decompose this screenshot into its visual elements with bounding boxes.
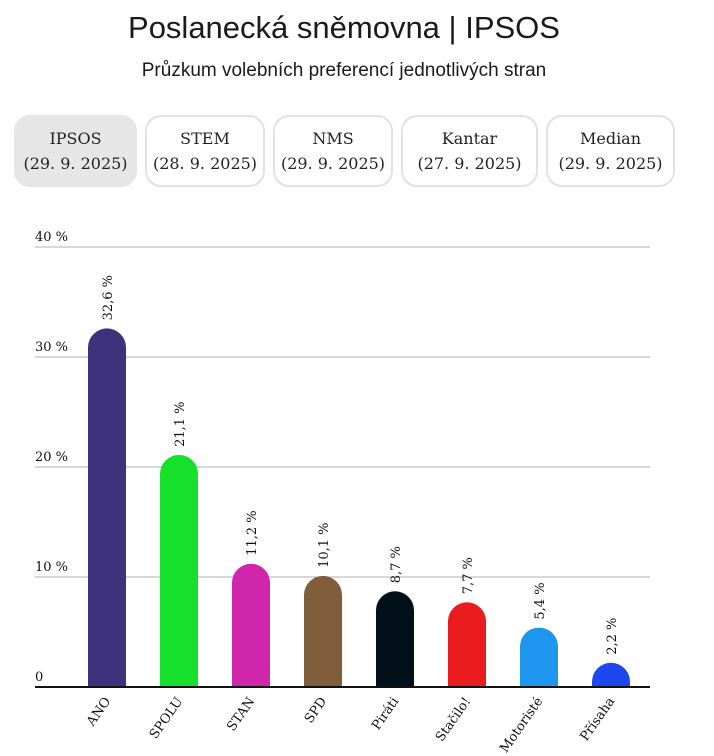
bar-stan xyxy=(232,563,270,687)
bar-stačilo! xyxy=(448,602,486,687)
tab-label: IPSOS xyxy=(49,129,102,148)
category-label: Motoristé xyxy=(497,694,546,755)
category-label: Stačilo! xyxy=(433,695,474,745)
value-label: 2,2 % xyxy=(605,618,620,655)
category-label: SPD xyxy=(302,695,330,727)
value-label: 11,2 % xyxy=(245,510,260,555)
value-label: 7,7 % xyxy=(461,557,476,594)
bar-spd xyxy=(304,575,342,687)
tab-label: Kantar xyxy=(441,129,498,148)
bar-motoristé xyxy=(520,627,558,687)
y-tick-label: 40 % xyxy=(35,230,68,245)
y-tick-label: 10 % xyxy=(35,560,68,575)
tab-nms[interactable]: NMS (29. 9. 2025) xyxy=(273,115,393,187)
category-label: Piráti xyxy=(369,695,402,733)
tab-date: (28. 9. 2025) xyxy=(152,154,258,173)
tab-ipsos[interactable]: IPSOS (29. 9. 2025) xyxy=(14,115,137,187)
value-label: 21,1 % xyxy=(173,401,188,446)
tab-date: (29. 9. 2025) xyxy=(558,154,663,173)
tab-stem[interactable]: STEM (28. 9. 2025) xyxy=(145,115,265,187)
y-tick-label: 0 xyxy=(35,670,43,685)
value-label: 10,1 % xyxy=(317,522,332,567)
value-label: 8,7 % xyxy=(389,546,404,583)
bar-přísaha xyxy=(592,662,630,687)
y-tick-label: 30 % xyxy=(35,340,68,355)
tab-kantar[interactable]: Kantar (27. 9. 2025) xyxy=(401,115,538,187)
poll-tabs: IPSOS (29. 9. 2025) STEM (28. 9. 2025) NMS… xyxy=(14,115,675,187)
page-subtitle: Průzkum volebních preferencí jednotlivýc… xyxy=(141,60,547,81)
value-label: 32,6 % xyxy=(101,275,116,320)
bar-spolu xyxy=(160,454,198,687)
category-label: SPOLU xyxy=(147,695,186,742)
tab-label: STEM xyxy=(180,129,230,148)
tab-date: (29. 9. 2025) xyxy=(280,154,386,173)
bar-piráti xyxy=(376,591,414,687)
page-title: Poslanecká sněmovna | IPSOS xyxy=(128,10,560,45)
category-label: Přísaha xyxy=(577,694,618,743)
value-label: 5,4 % xyxy=(533,582,548,619)
tab-date: (27. 9. 2025) xyxy=(417,154,522,173)
category-label: STAN xyxy=(224,695,258,734)
tab-label: Median xyxy=(579,129,642,148)
y-tick-label: 20 % xyxy=(35,450,68,465)
tab-date: (29. 9. 2025) xyxy=(23,154,128,173)
tab-label: NMS xyxy=(312,129,354,148)
tab-median[interactable]: Median (29. 9. 2025) xyxy=(546,115,675,187)
bar-ano xyxy=(88,328,126,687)
category-label: ANO xyxy=(83,695,114,730)
